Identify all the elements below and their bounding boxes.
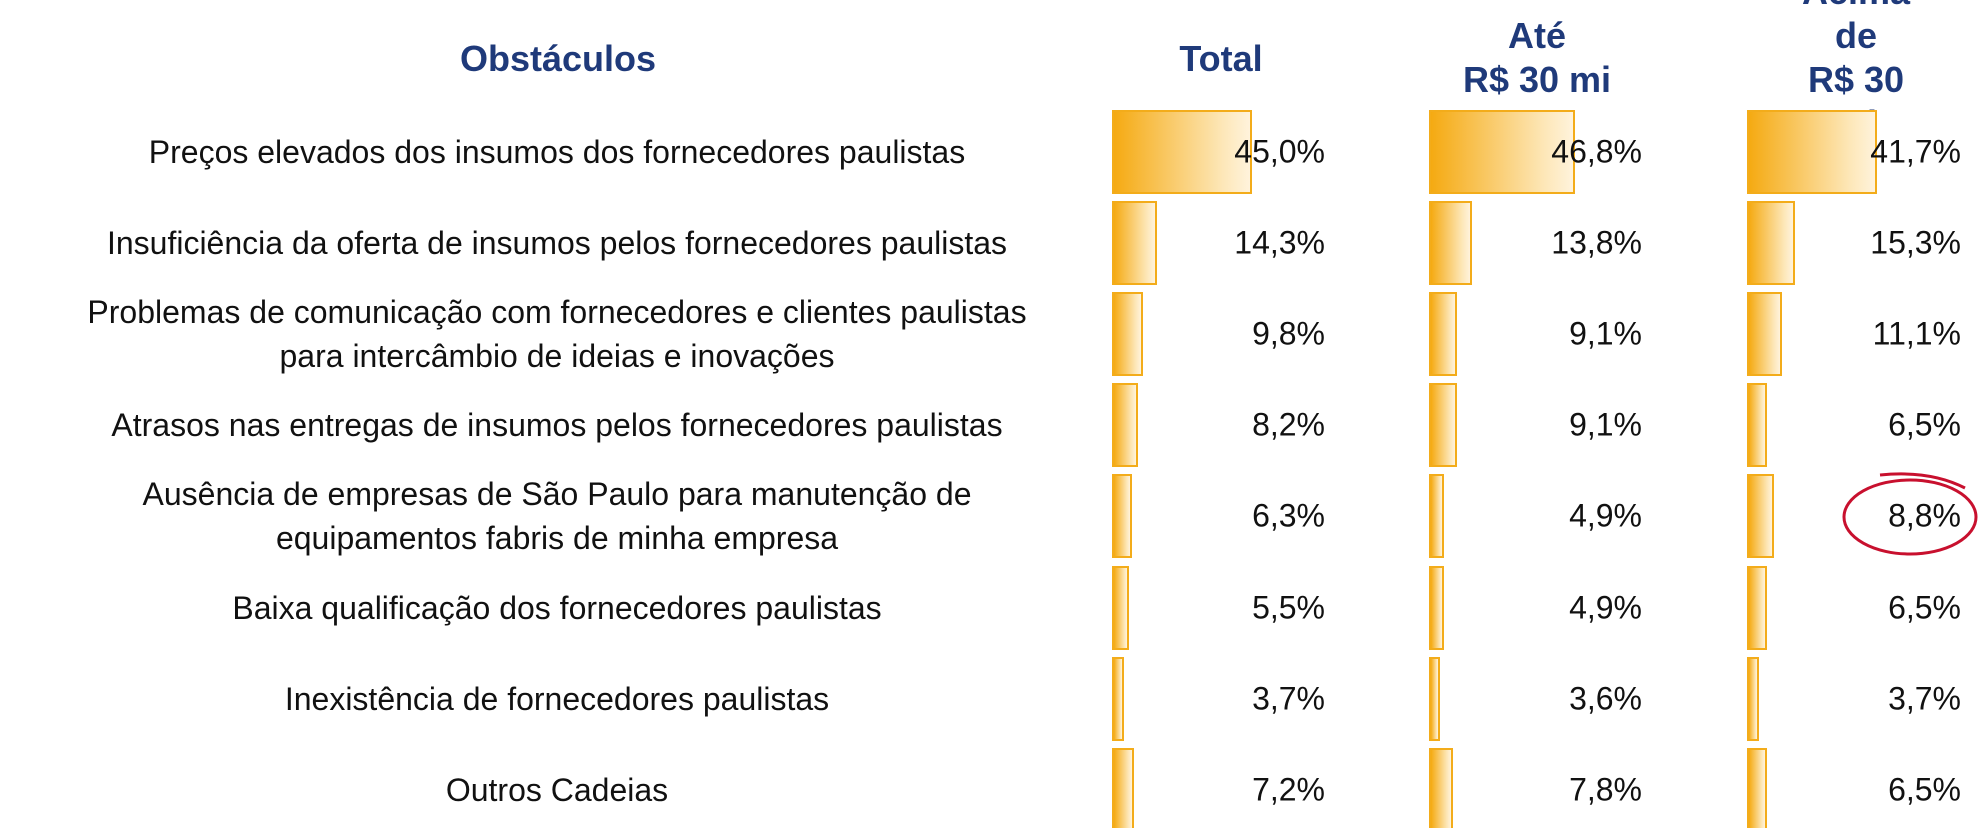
data-bar (1429, 565, 1445, 650)
value-label: 6,3% (1252, 497, 1325, 534)
data-bar (1747, 747, 1768, 828)
value-label: 4,9% (1569, 497, 1642, 534)
value-label: 8,2% (1252, 406, 1325, 443)
row-label: Inexistência de fornecedores paulistas (284, 680, 830, 717)
value-label: 45,0% (1234, 133, 1325, 170)
data-bar (1112, 383, 1138, 468)
row-label: Baixa qualificação dos fornecedores paul… (232, 589, 882, 626)
value-label: 3,7% (1252, 680, 1325, 717)
value-label: 11,1% (1872, 315, 1961, 352)
data-bar (1747, 201, 1795, 286)
data-bar (1747, 383, 1768, 468)
value-label: 9,1% (1569, 406, 1642, 443)
value-label: 46,8% (1551, 133, 1642, 170)
data-bar (1112, 201, 1157, 286)
data-bar (1112, 292, 1143, 377)
data-bar (1747, 565, 1768, 650)
data-bar (1429, 383, 1458, 468)
data-bar (1112, 747, 1135, 828)
data-bar (1429, 201, 1473, 286)
value-label: 8,8% (1888, 497, 1961, 534)
row-label: Problemas de comunicação com fornecedore… (87, 294, 1027, 375)
data-bar (1747, 110, 1878, 194)
row-label: Outros Cadeias (445, 771, 669, 808)
data-bar (1747, 474, 1775, 559)
value-label: 14,3% (1234, 224, 1325, 261)
data-bar (1112, 565, 1130, 650)
value-label: 9,8% (1252, 315, 1325, 352)
data-bar (1429, 474, 1445, 559)
data-bar (1112, 656, 1124, 741)
data-bar (1747, 656, 1759, 741)
data-bar (1429, 656, 1441, 741)
value-label: 7,2% (1252, 771, 1325, 808)
value-label: 13,8% (1551, 224, 1642, 261)
row-label: Atrasos nas entregas de insumos pelos fo… (111, 407, 1003, 444)
highlight-stroke (1879, 472, 1966, 490)
data-bar (1112, 110, 1253, 194)
data-bar (1112, 474, 1132, 559)
column-header: Até R$ 30 mi (1462, 15, 1612, 100)
value-label: 6,5% (1888, 771, 1961, 808)
value-label: 6,5% (1888, 406, 1961, 443)
value-label: 4,9% (1569, 589, 1642, 625)
value-label: 41,7% (1870, 133, 1961, 170)
value-label: 5,5% (1252, 589, 1325, 625)
value-label: 3,7% (1888, 680, 1961, 717)
value-label: 3,6% (1569, 680, 1642, 717)
column-header: Total (1179, 38, 1263, 79)
value-label: 9,1% (1569, 315, 1642, 352)
data-bar (1429, 747, 1454, 828)
row-label: Insuficiência da oferta de insumos pelos… (106, 225, 1008, 262)
data-bar (1429, 110, 1576, 194)
value-label: 7,8% (1569, 771, 1642, 808)
value-label: 15,3% (1870, 224, 1961, 261)
data-bar (1747, 292, 1782, 377)
column-header: Obstáculos (459, 38, 657, 79)
highlight-circle (1842, 478, 1978, 556)
data-bar (1429, 292, 1458, 377)
value-label: 6,5% (1888, 589, 1961, 625)
row-label: Ausência de empresas de São Paulo para m… (142, 476, 972, 557)
row-label: Preços elevados dos insumos dos forneced… (148, 134, 966, 170)
